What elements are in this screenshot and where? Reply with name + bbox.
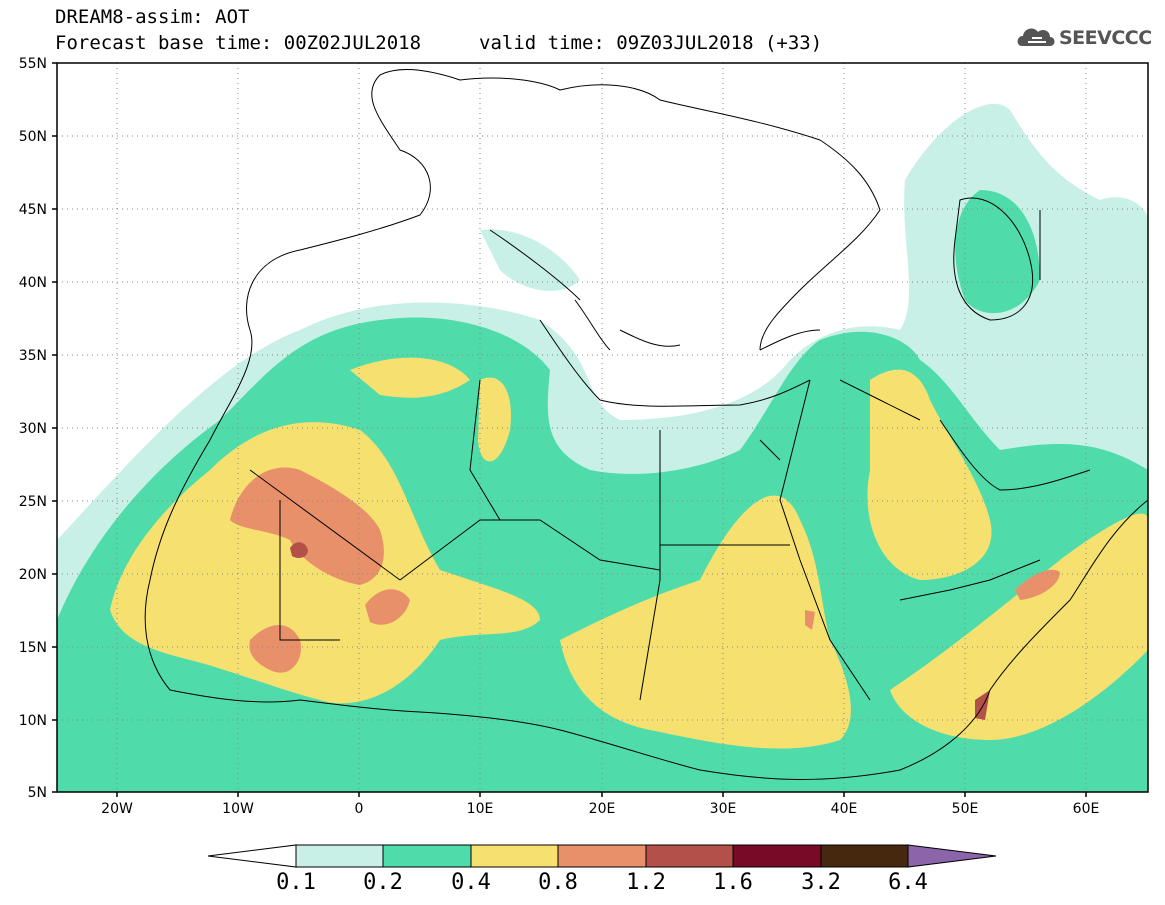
colorbar-label: 0.2 (363, 870, 403, 895)
longitude-labels: 20W 10W 0 10E 20E 30E 40E 50E 60E (101, 801, 1099, 817)
lat-label: 15N (19, 640, 47, 656)
aot-band-1.2 (290, 542, 308, 558)
tick-marks (52, 62, 1087, 797)
coastlines (144, 69, 1149, 780)
colorbar-segment (470, 844, 559, 868)
colorbar-segment (820, 844, 909, 868)
lon-label: 30E (710, 801, 737, 817)
colorbar-label: 1.6 (713, 870, 753, 895)
lat-label: 50N (19, 129, 47, 145)
colorbar-segment (645, 844, 734, 868)
lat-label: 35N (19, 348, 47, 364)
borders (249, 210, 1041, 701)
colorbar-label: 0.1 (276, 870, 316, 895)
colorbar-segment (557, 844, 647, 868)
colorbar-label: 3.2 (801, 870, 841, 895)
colorbar-segment (382, 844, 472, 868)
lon-label: 0 (355, 801, 364, 817)
cloud-logo-icon (1017, 28, 1055, 46)
colorbar-segment (732, 844, 822, 868)
colorbar-high-arrow (907, 844, 997, 868)
colorbar-label: 0.4 (451, 870, 491, 895)
colorbar-label: 6.4 (888, 870, 928, 895)
lon-label: 60E (1073, 801, 1100, 817)
lon-label: 20E (589, 801, 616, 817)
lat-label: 30N (19, 421, 47, 437)
graticule (57, 63, 1148, 792)
colorbar-segment (295, 844, 384, 868)
lat-label: 25N (19, 494, 47, 510)
lon-label: 20W (101, 801, 133, 817)
lat-label: 10N (19, 713, 47, 729)
lat-label: 40N (19, 275, 47, 291)
lat-label: 20N (19, 567, 47, 583)
lon-label: 50E (952, 801, 979, 817)
lat-label: 45N (19, 202, 47, 218)
latitude-labels: 55N 50N 45N 40N 35N 30N 25N 20N 15N 10N … (19, 56, 47, 801)
lat-label: 55N (19, 56, 47, 72)
lat-label: 5N (28, 785, 47, 801)
lon-label: 40E (831, 801, 858, 817)
valid-time: valid time: 09Z03JUL2018 (+33) (479, 32, 823, 54)
forecast-base-time: Forecast base time: 00Z02JUL2018 (55, 32, 422, 54)
colorbar-label: 0.8 (538, 870, 578, 895)
aot-band-0.8 (230, 467, 384, 585)
color-bar (207, 844, 997, 868)
map-title: DREAM8-assim: AOT (55, 6, 250, 28)
lon-label: 10W (222, 801, 254, 817)
logo-text: SEEVCCC (1059, 27, 1152, 49)
aot-field (57, 63, 1148, 792)
lon-label: 10E (467, 801, 494, 817)
colorbar-low-arrow (207, 844, 297, 868)
colorbar-label: 1.2 (626, 870, 666, 895)
